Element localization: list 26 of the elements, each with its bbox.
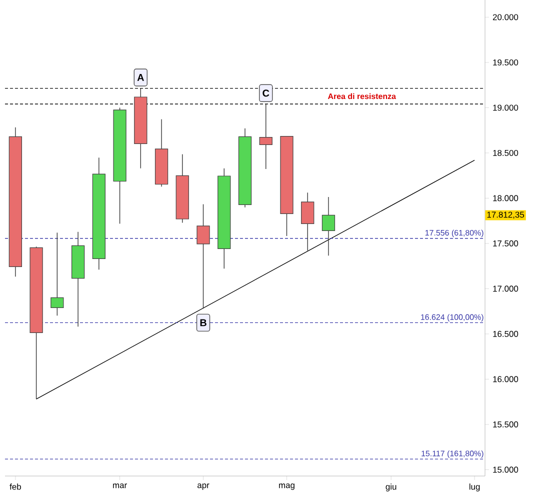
y-tick-label: 18.000: [493, 195, 518, 202]
candlestick: [301, 192, 314, 252]
candlestick: [196, 204, 210, 309]
y-tick-label: 15.500: [493, 421, 518, 428]
x-tick-label: giu: [386, 484, 396, 492]
y-tick-label: 16.000: [493, 376, 518, 382]
y-tick-label: 20.000: [492, 14, 518, 20]
x-tick-label: lug: [469, 484, 480, 492]
y-tick-label: 19.000: [493, 104, 518, 111]
x-tick-label: apr: [198, 484, 210, 490]
x-tick-label: feb: [10, 484, 21, 490]
candlestick: [259, 104, 272, 170]
y-tick-label: 17.000: [493, 286, 518, 292]
text: 17.812,35: [487, 212, 524, 219]
y-tick-label: 16.500: [493, 330, 518, 337]
y-tick-label: 15.000: [493, 466, 518, 473]
annotation: C: [262, 90, 270, 97]
y-tick-label: 19.500: [493, 59, 518, 66]
annotation: A: [137, 74, 144, 81]
y-tick-label: 17.500: [493, 240, 518, 246]
x-tick-label: mar: [113, 484, 127, 488]
annotation: B: [200, 319, 206, 326]
x-tick-label: mag: [279, 484, 294, 490]
y-tick-label: 18.500: [493, 150, 518, 156]
candlestick: [50, 232, 64, 316]
candlestick: [322, 196, 336, 256]
